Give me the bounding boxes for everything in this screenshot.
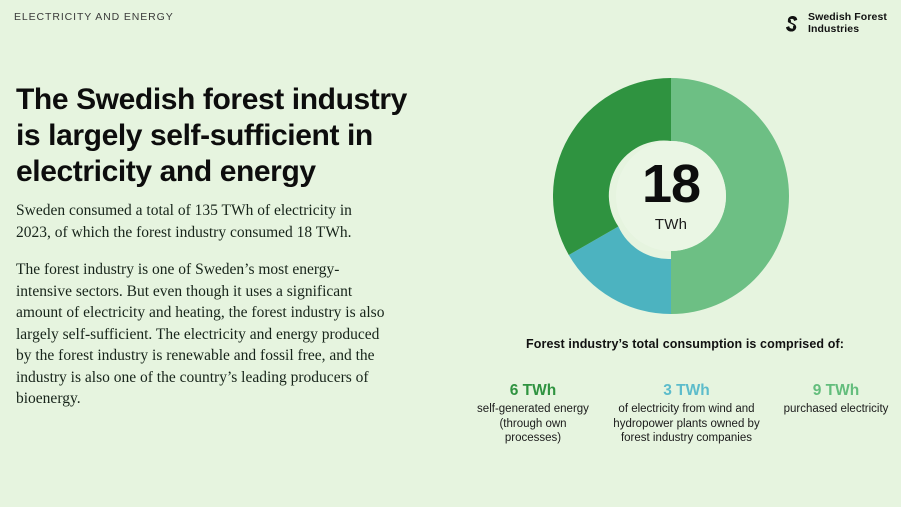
legend-item-wind-hydropower: 3 TWh of electricity from wind and hydro… — [607, 382, 767, 446]
donut-hole — [616, 141, 726, 251]
legend: 6 TWh self-generated energy (through own… — [470, 382, 895, 446]
legend-item-description: of electricity from wind and hydropower … — [613, 403, 760, 444]
donut-chart: 18 TWh — [553, 78, 789, 314]
legend-item-description: self-generated energy (through own proce… — [477, 403, 589, 444]
logo-line-2: Industries — [807, 22, 860, 35]
page-title: The Swedish forest industry is largely s… — [16, 83, 407, 189]
legend-item-description: purchased electricity — [783, 403, 889, 415]
swedish-forest-industries-s-mark — [786, 15, 798, 32]
body-copy: Sweden consumed a total of 135 TWh of el… — [16, 200, 388, 410]
body-paragraph-1: Sweden consumed a total of 135 TWh of el… — [16, 202, 352, 241]
legend-item-value: 9 TWh — [812, 382, 860, 399]
logo-line-1: Swedish Forest — [807, 11, 887, 23]
eyebrow-label: ELECTRICITY AND ENERGY — [14, 11, 174, 23]
body-paragraph-2: The forest industry is one of Sweden’s m… — [16, 261, 385, 407]
donut-chart-svg — [553, 78, 789, 314]
logo-wordmark: Swedish Forest Industries — [807, 11, 887, 35]
legend-item-self-generated: 6 TWh self-generated energy (through own… — [470, 382, 596, 446]
legend-item-value: 3 TWh — [663, 382, 710, 399]
brand-logo: Swedish Forest Industries — [781, 11, 887, 35]
legend-item-value: 6 TWh — [509, 382, 557, 399]
legend-caption: Forest industry’s total consumption is c… — [526, 337, 844, 351]
donut-slice-wind-hydropower — [568, 226, 671, 314]
donut-slice-self-generated — [553, 78, 671, 255]
donut-slice-purchased-electricity — [671, 78, 789, 314]
legend-item-purchased-electricity: 9 TWh purchased electricity — [777, 382, 895, 417]
